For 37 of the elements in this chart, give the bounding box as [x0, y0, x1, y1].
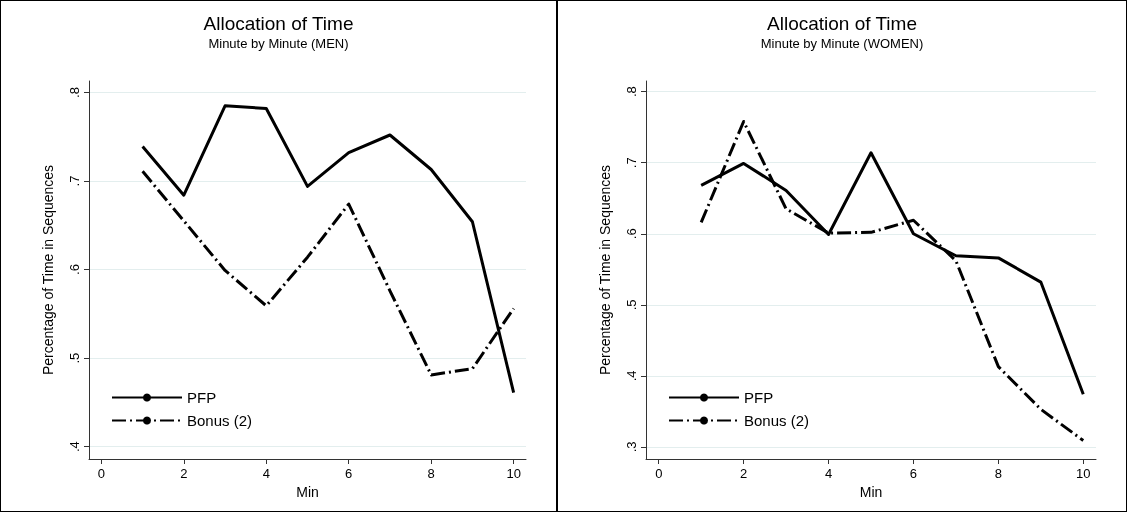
- x-tick-label: 4: [824, 466, 833, 481]
- y-tick-label: .5: [624, 299, 639, 311]
- x-tick-label: 8: [427, 466, 435, 481]
- y-axis-title: Percentage of Time in Sequences: [40, 164, 56, 376]
- y-tick-label: .7: [67, 175, 82, 187]
- x-tick-label: 6: [909, 466, 918, 481]
- y-tick-label: .7: [624, 157, 639, 169]
- legend-label: PFP: [187, 389, 217, 406]
- y-tick-label: .8: [67, 87, 82, 98]
- y-axis-title: Percentage of Time in Sequences: [597, 164, 613, 376]
- chart-title: Allocation of Time: [767, 13, 917, 34]
- x-tick-label: 6: [345, 466, 353, 481]
- y-tick-label: .6: [67, 264, 82, 275]
- chart-subtitle: Minute by Minute (WOMEN): [760, 36, 924, 51]
- x-tick-label: 4: [262, 466, 270, 481]
- x-tick-label: 0: [655, 466, 663, 481]
- line-series: [699, 120, 1085, 443]
- x-tick-label: 8: [994, 466, 1002, 481]
- legend-label: PFP: [744, 389, 774, 406]
- y-tick-label: .6: [624, 228, 639, 240]
- y-tick-label: .8: [624, 86, 639, 98]
- y-tick-label: .3: [624, 441, 639, 453]
- y-tick-label: .4: [67, 441, 82, 453]
- y-tick-label: .4: [624, 370, 639, 382]
- x-tick-label: 10: [506, 466, 521, 481]
- legend-label: Bonus (2): [187, 412, 253, 429]
- x-axis-title: Min: [859, 483, 883, 500]
- line-series: [141, 104, 516, 395]
- y-tick-label: .5: [67, 352, 82, 364]
- chart-title: Allocation of Time: [203, 13, 354, 34]
- legend-label: Bonus (2): [744, 412, 810, 429]
- x-tick-label: 0: [97, 466, 105, 481]
- x-tick-label: 2: [740, 466, 748, 481]
- x-tick-label: 2: [180, 466, 188, 481]
- x-tick-label: 10: [1076, 466, 1091, 481]
- chart-subtitle: Minute by Minute (MEN): [208, 36, 349, 51]
- x-axis-title: Min: [296, 483, 319, 500]
